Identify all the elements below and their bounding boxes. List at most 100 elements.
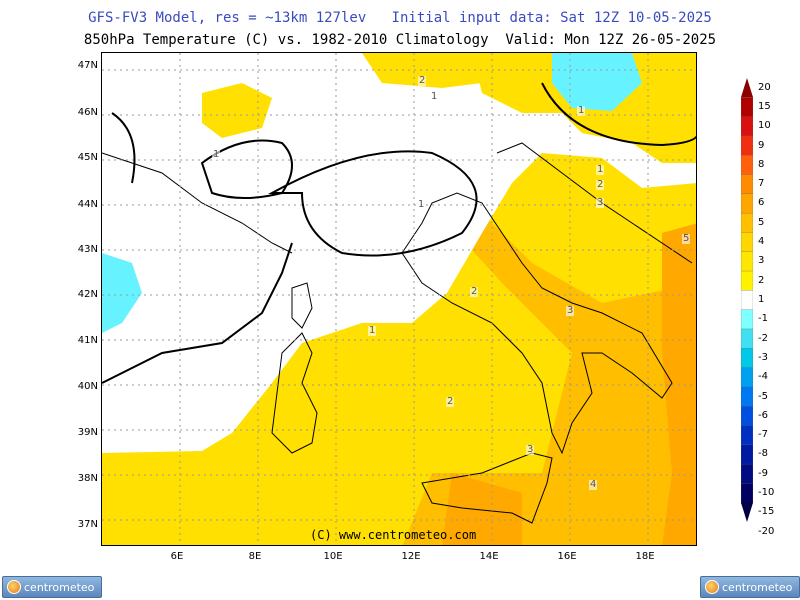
corsica-coast [291,282,313,329]
colorbar-segment [741,425,753,446]
anomaly-map [101,52,697,546]
colorbar-tick-label: 6 [758,197,765,209]
lat-lon-grid [102,53,696,545]
contour-label: 1 [596,164,605,175]
logo-disc-icon [705,580,719,594]
colorbar-segment [741,290,753,311]
colorbar-tick-label: -9 [758,467,768,479]
logo-text: centrometeo [24,580,95,594]
colorbar-tick-label: -5 [758,390,768,402]
lon-label-10e: 10E [323,551,343,562]
bold-contours [102,82,696,384]
colorbar-segment [741,193,753,214]
lon-label-18e: 18E [635,551,655,562]
colorbar-tick-label: -15 [758,506,775,518]
lat-label-42n: 42N [77,289,98,300]
colorbar-segment [741,328,753,349]
lat-label-37n: 37N [77,519,98,530]
anomaly-fill-2-3 [402,173,696,545]
colorbar-tick-label: 8 [758,158,765,170]
colorbar-segment [741,309,753,330]
centrometeo-logo-left: centrometeo [2,576,102,598]
italy-peninsula-coast [401,192,673,455]
colorbar-tick-label: -8 [758,448,768,460]
colorbar-bottom-arrow [741,502,753,522]
anomaly-fill-3-4 [662,223,696,545]
colorbar-segment [741,212,753,234]
colorbar [741,78,753,522]
copyright-text: (C) www.centrometeo.com [310,528,477,542]
colorbar-segment [741,386,753,407]
colorbar-segment [741,155,753,176]
model-info-title: GFS-FV3 Model, res = ~13km 127lev Initia… [88,10,712,26]
lat-label-45n: 45N [77,152,98,163]
colorbar-tick-label: 1 [758,294,765,305]
lat-label-40n: 40N [77,381,98,392]
logo-text: centrometeo [722,580,793,594]
colorbar-segment [741,270,753,291]
colorbar-tick-label: -1 [758,313,768,325]
colorbar-tick-label: -20 [758,525,775,537]
colorbar-segment [741,348,753,369]
contour-label: 3 [566,305,575,316]
colorbar-segment [741,97,753,118]
contour-label: 4 [589,479,598,490]
contour-label: 1 [417,199,426,210]
lon-label-14e: 14E [479,551,499,562]
cold-patch-northeast [552,53,642,111]
sicily-coast [421,452,553,524]
colorbar-tick-label: -7 [758,429,768,441]
france-coast [102,152,293,254]
contour-label: 1 [368,325,377,336]
colorbar-segment [741,463,753,485]
map-drawing [102,53,696,545]
anomaly-fill-4-5 [442,473,522,545]
colorbar-segment [741,444,753,465]
cold-patch-west [102,253,142,333]
sardinia-coast [271,332,318,454]
contour-label: 2 [446,396,455,407]
colorbar-tick-label: 5 [758,216,765,228]
colorbar-tick-label: 7 [758,178,765,190]
colorbar-tick-label: 4 [758,236,765,248]
lon-label-8e: 8E [248,551,262,562]
lon-label-12e: 12E [401,551,421,562]
colorbar-tick-label: 10 [758,120,771,132]
lat-label-41n: 41N [77,335,98,346]
lon-label-16e: 16E [557,551,577,562]
contour-label: 3 [596,197,605,208]
colorbar-segment [741,406,753,427]
colorbar-segment [741,174,753,195]
colorbar-segment [741,116,753,137]
colorbar-tick-label: -2 [758,332,768,344]
colorbar-segment [741,232,753,253]
logo-disc-icon [7,580,21,594]
colorbar-tick-label: -3 [758,351,768,363]
colorbar-segment [741,367,753,388]
contour-label: 1 [430,91,439,102]
colorbar-tick-label: 2 [758,274,765,286]
contour-label: 2 [596,179,605,190]
colorbar-tick-label: -6 [758,409,768,421]
colorbar-tick-label: -4 [758,371,768,383]
contour-label: 1 [577,105,586,116]
lat-label-47n: 47N [77,60,98,71]
lat-label-38n: 38N [77,473,98,484]
colorbar-tick-label: 15 [758,100,771,112]
contour-label: 1 [212,149,221,160]
colorbar-tick-label: -10 [758,487,775,499]
contour-label: 2 [418,75,427,86]
lat-label-39n: 39N [77,427,98,438]
colorbar-segment [741,135,753,156]
lon-label-6e: 6E [170,551,184,562]
contour-label: 5 [682,233,691,244]
colorbar-segment [741,251,753,272]
colorbar-tick-label: 3 [758,255,765,267]
variable-valid-title: 850hPa Temperature (C) vs. 1982-2010 Cli… [83,32,717,48]
colorbar-segment [741,483,753,504]
colorbar-tick-label: 9 [758,139,765,151]
lat-label-43n: 43N [77,244,98,255]
lat-label-46n: 46N [77,107,98,118]
colorbar-tick-label: 20 [758,81,771,93]
anomaly-patch-alps [202,83,272,138]
